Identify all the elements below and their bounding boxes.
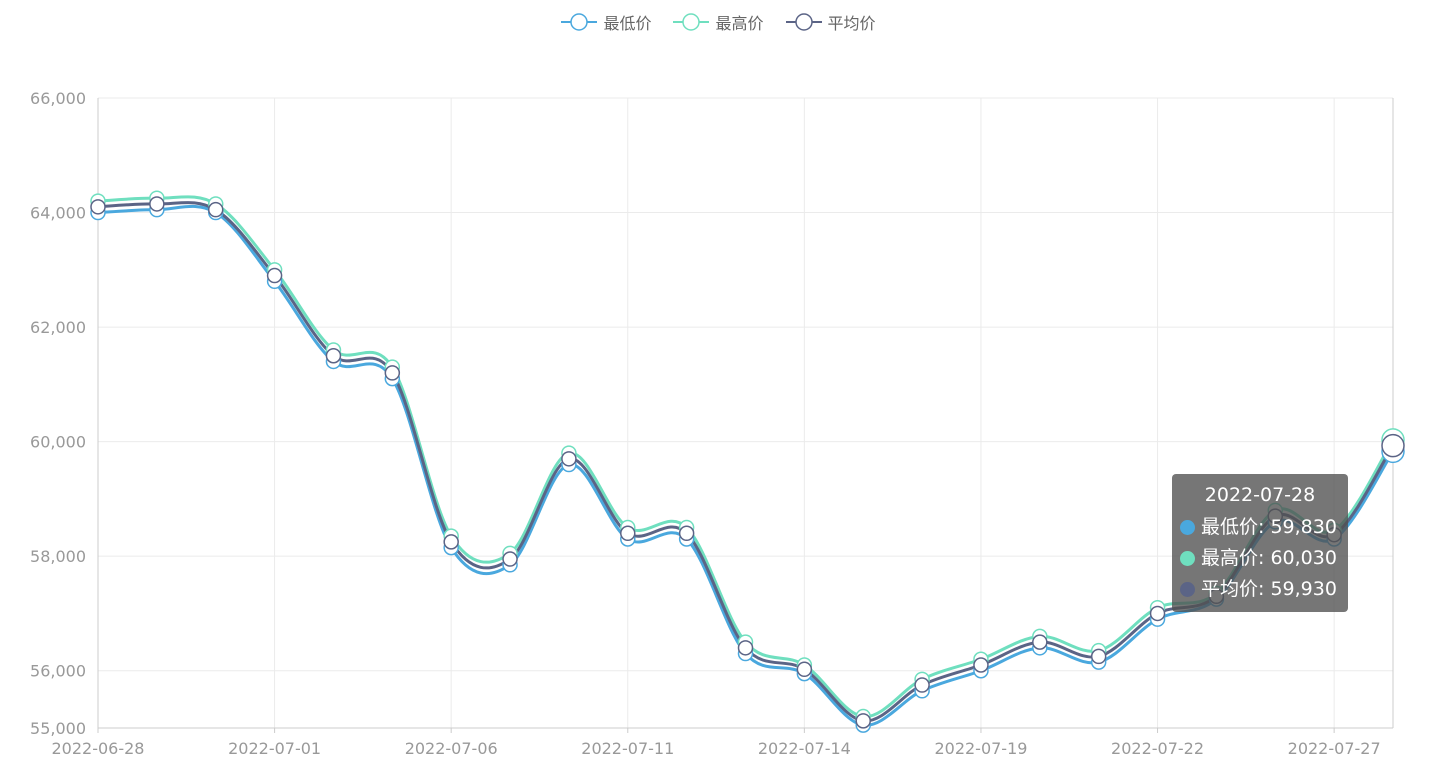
tooltip-dot-high-icon — [1180, 551, 1195, 566]
data-point-avg — [266, 267, 283, 284]
tooltip-value-low: 最低价: 59,830 — [1201, 516, 1337, 538]
data-point-avg — [561, 451, 577, 467]
data-point-avg — [1381, 433, 1405, 458]
data-point-avg — [1149, 605, 1166, 622]
legend-item-high[interactable]: 最高价 — [673, 10, 764, 34]
legend-item-avg[interactable]: 平均价 — [785, 10, 876, 34]
x-tick-label: 2022-07-11 — [581, 739, 674, 758]
tooltip-value-avg: 平均价: 59,930 — [1201, 578, 1337, 600]
y-tick-label: 64,000 — [30, 204, 86, 223]
data-point-avg — [502, 551, 518, 567]
tooltip-row-low: 最低价: 59,830 — [1180, 512, 1340, 543]
data-point-avg — [855, 713, 871, 729]
data-point-avg — [678, 525, 695, 542]
grid — [98, 97, 1393, 729]
data-point-avg — [737, 640, 754, 656]
x-tick-label: 2022-07-01 — [228, 739, 321, 758]
data-point-avg — [796, 661, 813, 678]
x-tick-label: 2022-07-19 — [934, 739, 1027, 758]
y-tick-label: 55,000 — [30, 719, 86, 738]
y-tick-label: 58,000 — [30, 547, 86, 566]
x-tick-label: 2022-07-06 — [405, 739, 498, 758]
data-point-avg — [1090, 648, 1107, 665]
tooltip-row-avg: 平均价: 59,930 — [1180, 574, 1340, 605]
y-tick-label: 66,000 — [30, 89, 86, 108]
tooltip-row-high: 最高价: 60,030 — [1180, 543, 1340, 574]
x-tick-label: 2022-07-27 — [1288, 739, 1381, 758]
data-point-avg — [443, 534, 459, 550]
data-point-avg — [973, 657, 989, 673]
legend-label-low: 最低价 — [603, 14, 652, 33]
data-point-avg — [384, 365, 401, 381]
tooltip-value-high: 最高价: 60,030 — [1201, 547, 1337, 569]
data-point-avg — [914, 677, 930, 693]
x-tick-label: 2022-06-28 — [52, 739, 145, 758]
tooltip: 2022-07-28 最低价: 59,830 最高价: 60,030 平均价: … — [1172, 474, 1348, 612]
legend-avg-icon — [785, 13, 822, 31]
x-tick-label: 2022-07-22 — [1111, 739, 1204, 758]
data-point-avg — [620, 525, 636, 542]
legend-high-icon — [673, 13, 710, 31]
data-point-avg — [325, 347, 342, 364]
legend-label-avg: 平均价 — [827, 14, 876, 33]
data-point-avg — [90, 199, 106, 215]
axes: 55,000 56,000 58,000 60,000 62,000 64,000 66,0… — [30, 89, 1394, 758]
legend-label-high: 最高价 — [715, 14, 764, 33]
data-point-avg — [1032, 634, 1048, 650]
legend-item-low[interactable]: 最低价 — [561, 10, 651, 34]
y-tick-label: 56,000 — [30, 662, 86, 681]
tooltip-dot-low-icon — [1180, 520, 1195, 535]
legend-low-icon — [561, 13, 598, 31]
tooltip-dot-avg-icon — [1180, 582, 1195, 597]
y-tick-label: 62,000 — [30, 318, 86, 337]
x-tick-label: 2022-07-14 — [758, 739, 851, 758]
tooltip-date: 2022-07-28 — [1204, 484, 1316, 506]
points — [90, 190, 1405, 733]
data-point-avg — [207, 201, 224, 218]
data-point-avg — [149, 196, 165, 212]
y-tick-label: 60,000 — [30, 433, 86, 452]
legend: 最低价 最高价 平均价 — [0, 10, 1437, 34]
